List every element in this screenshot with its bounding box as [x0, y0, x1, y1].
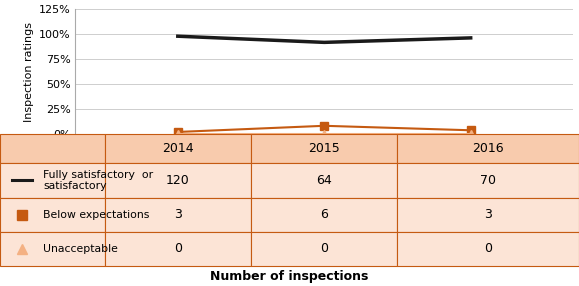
Text: Below expectations: Below expectations	[43, 210, 150, 220]
Bar	[397, 198, 579, 232]
Text: 3: 3	[484, 208, 492, 221]
Bar	[0, 134, 105, 163]
Y-axis label: Inspection ratings: Inspection ratings	[24, 21, 35, 122]
Text: 2014: 2014	[162, 142, 193, 155]
Bar	[105, 232, 251, 266]
Text: 0: 0	[174, 242, 182, 255]
Text: 0: 0	[320, 242, 328, 255]
Text: 70: 70	[480, 174, 496, 187]
Text: 6: 6	[320, 208, 328, 221]
Text: Fully satisfactory  or
satisfactory: Fully satisfactory or satisfactory	[43, 170, 153, 191]
Bar	[397, 134, 579, 163]
Bar	[251, 134, 397, 163]
Bar	[251, 198, 397, 232]
Text: 2016: 2016	[472, 142, 504, 155]
Text: 0: 0	[484, 242, 492, 255]
Text: 2015: 2015	[309, 142, 340, 155]
Text: 120: 120	[166, 174, 190, 187]
Text: 64: 64	[316, 174, 332, 187]
Bar	[105, 198, 251, 232]
Bar	[105, 134, 251, 163]
Bar	[397, 163, 579, 198]
Text: Number of inspections: Number of inspections	[210, 270, 369, 283]
Bar	[0, 163, 105, 198]
Bar	[0, 198, 105, 232]
Bar	[251, 232, 397, 266]
Bar	[397, 232, 579, 266]
Bar	[105, 163, 251, 198]
Text: Unacceptable: Unacceptable	[43, 244, 118, 254]
Bar	[0, 232, 105, 266]
Text: 3: 3	[174, 208, 182, 221]
Bar	[251, 163, 397, 198]
